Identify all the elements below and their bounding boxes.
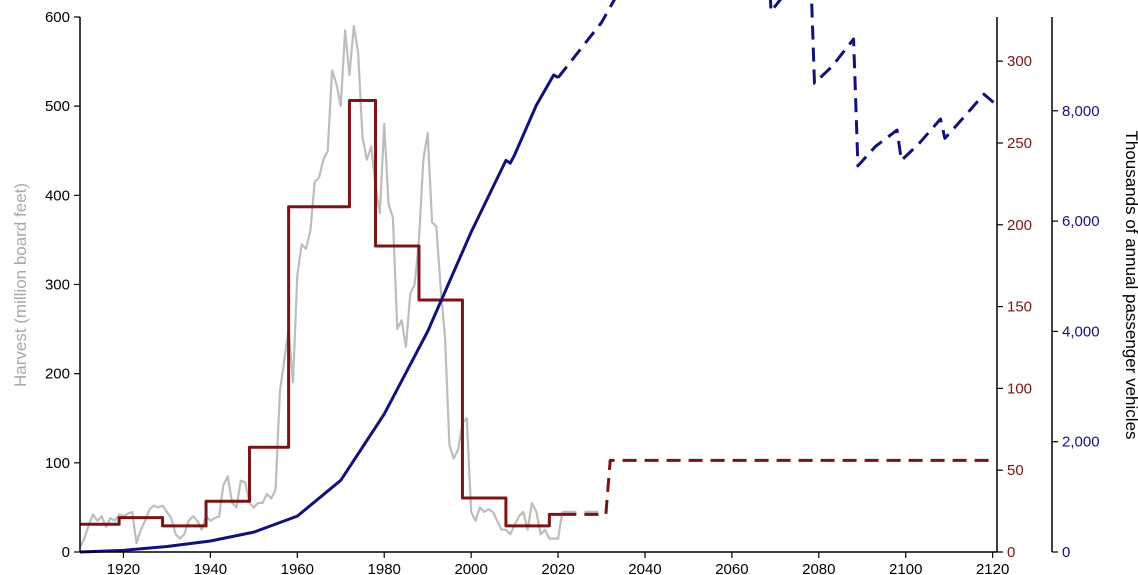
right1-tick-label: 50 <box>1007 462 1024 479</box>
left-tick-label: 600 <box>45 9 70 26</box>
x-tick-label: 1960 <box>281 561 314 575</box>
left-tick-label: 500 <box>45 98 70 115</box>
series-layer <box>79 0 998 554</box>
right2-tick-label: 2,000 <box>1062 434 1100 451</box>
right-axis-2-title: Thousands of annual passenger vehicles <box>1122 130 1138 439</box>
left-axis-title: Harvest (million board feet) <box>11 183 30 387</box>
right2-tick-label: 6,000 <box>1062 213 1100 230</box>
right1-tick-label: 300 <box>1007 53 1032 70</box>
right2-tick-label: 0 <box>1062 544 1070 561</box>
x-tick-label: 1920 <box>107 561 140 575</box>
x-axis: 1920 1940 1960 1980 2000 2020 2040 2060 2080 2100… <box>80 551 1009 575</box>
right-axis-2: 0 2,000 4,000 6,000 8,000 Thousands of annua… <box>1051 17 1138 561</box>
right-axis-2-ticks: 0 2,000 4,000 6,000 8,000 <box>1052 103 1100 561</box>
x-tick-label: 1940 <box>194 561 227 575</box>
left-axis: 0 100 200 300 400 500 600 Harvest (million boa… <box>11 9 81 561</box>
left-tick-label: 0 <box>62 544 70 561</box>
right1-tick-label: 200 <box>1007 217 1032 234</box>
left-axis-ticks: 0 100 200 300 400 500 600 <box>45 9 80 561</box>
series-line-left-solid <box>79 24 564 549</box>
x-tick-label: 2120 <box>976 561 1009 575</box>
series-line-right2-dashed <box>556 0 998 168</box>
x-tick-label: 2060 <box>715 561 748 575</box>
x-axis-ticks: 1920 1940 1960 1980 2000 2020 2040 2060 2080 2100… <box>107 552 1009 575</box>
plot-area <box>79 0 998 554</box>
x-tick-label: 2080 <box>802 561 835 575</box>
series-line-right1-step <box>80 98 563 528</box>
right1-tick-label: 250 <box>1007 135 1032 152</box>
left-tick-label: 200 <box>45 366 70 383</box>
series-line-right2-solid <box>79 73 559 554</box>
right1-tick-label: 150 <box>1007 299 1032 316</box>
right-axis-1: 0 50 100 150 200 250 300 <box>996 17 1032 561</box>
x-tick-label: 1980 <box>368 561 401 575</box>
x-tick-label: 2100 <box>889 561 922 575</box>
left-tick-label: 400 <box>45 187 70 204</box>
right2-tick-label: 8,000 <box>1062 103 1100 120</box>
right1-tick-label: 0 <box>1007 544 1015 561</box>
x-tick-label: 2000 <box>454 561 487 575</box>
x-tick-label: 2040 <box>628 561 661 575</box>
series-line-right1-dashed <box>562 458 997 516</box>
right1-tick-label: 100 <box>1007 380 1032 397</box>
left-tick-label: 300 <box>45 277 70 294</box>
x-tick-label: 2020 <box>541 561 574 575</box>
right-axis-1-ticks: 0 50 100 150 200 250 300 <box>997 53 1032 561</box>
left-tick-label: 100 <box>45 455 70 472</box>
right2-tick-label: 4,000 <box>1062 323 1100 340</box>
